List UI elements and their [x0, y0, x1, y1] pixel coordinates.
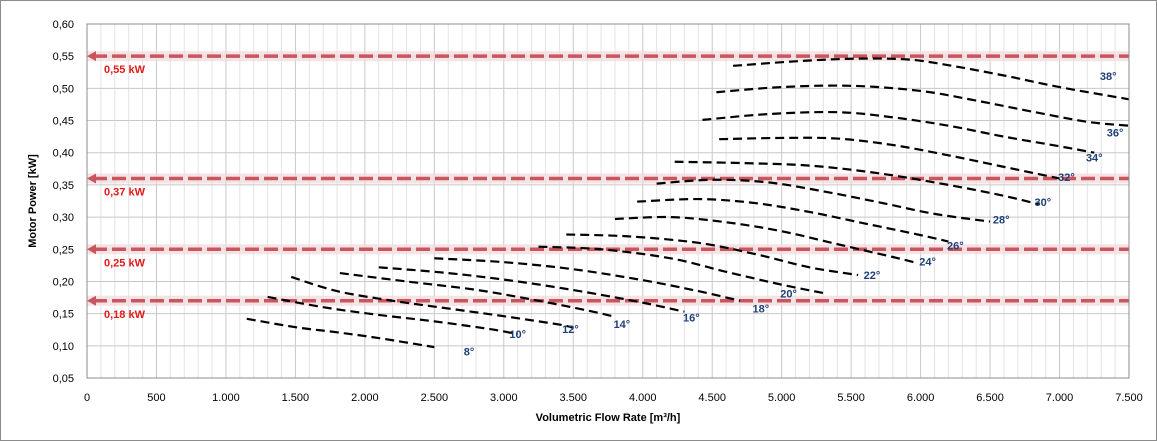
x-tick-label: 5.000: [768, 392, 796, 404]
blade-angle-curve: [378, 266, 685, 313]
blade-angle-label: 38°: [1100, 71, 1117, 83]
blade-angle-label: 22°: [864, 270, 881, 282]
y-tick-label: 0,60: [53, 19, 74, 31]
x-tick-label: 7.000: [1046, 392, 1074, 404]
x-tick-label: 500: [147, 392, 165, 404]
x-tick-label: 2.500: [421, 392, 449, 404]
power-limit-label: 0,18 kW: [104, 309, 146, 321]
blade-angle-curve: [267, 295, 518, 336]
blade-angle-label: 26°: [947, 240, 964, 252]
power-limit-arrow: [87, 295, 96, 306]
y-tick-label: 0,10: [53, 341, 74, 353]
blade-angle-curve: [637, 197, 949, 243]
y-tick-label: 0,35: [53, 180, 74, 192]
blade-angle-curve: [702, 110, 1095, 154]
blade-angle-curve: [719, 136, 1060, 180]
y-tick-label: 0,40: [53, 148, 74, 160]
blade-angle-label: 28°: [993, 215, 1010, 227]
power-limit-label: 0,55 kW: [104, 64, 146, 76]
blade-angle-label: 24°: [919, 256, 936, 268]
x-tick-label: 1.000: [212, 392, 240, 404]
power-limit-arrow: [87, 173, 96, 184]
blade-angle-label: 20°: [780, 289, 797, 301]
blade-angle-label: 12°: [562, 324, 579, 336]
blade-angle-curve: [656, 178, 991, 223]
x-tick-label: 5.500: [837, 392, 865, 404]
y-axis-title: Motor Power [kW]: [27, 154, 39, 248]
plot-area-border: [86, 23, 1130, 379]
x-tick-label: 2.000: [351, 392, 379, 404]
x-axis-title: Volumetric Flow Rate [m³/h]: [536, 412, 681, 424]
blade-angle-label: 8°: [464, 346, 475, 358]
x-tick-label: 6.500: [976, 392, 1004, 404]
y-tick-label: 0,50: [53, 83, 74, 95]
x-tick-label: 4.000: [629, 392, 657, 404]
blade-angle-curve: [716, 84, 1130, 127]
power-limit-arrow: [87, 244, 96, 255]
power-limit-lines: 0,55 kW 0,37 kW 0,25 kW 0,18 kW: [87, 51, 1129, 321]
x-tick-label: 6.000: [907, 392, 935, 404]
blade-angle-curve: [246, 317, 435, 349]
y-tick-label: 0,55: [53, 51, 74, 63]
y-tick-label: 0,45: [53, 116, 74, 128]
blade-angle-label: 34°: [1086, 153, 1103, 165]
y-tick-label: 0,25: [53, 244, 74, 256]
x-tick-label: 3.500: [560, 392, 588, 404]
blade-angle-curve: [674, 160, 1039, 206]
blade-angle-curve: [538, 245, 824, 295]
blade-angle-curve: [290, 275, 574, 329]
x-tick-label: 4.500: [698, 392, 726, 404]
blade-angle-curve: [339, 271, 616, 318]
power-limit-label: 0,37 kW: [104, 186, 146, 198]
x-tick-label: 7.500: [1115, 392, 1143, 404]
y-tick-label: 0,05: [53, 373, 74, 385]
x-tick-label: 3.000: [490, 392, 518, 404]
y-tick-label: 0,15: [53, 309, 74, 321]
blade-angle-label: 32°: [1058, 172, 1075, 184]
x-tick-label: 1.500: [282, 392, 310, 404]
blade-angle-label: 18°: [753, 303, 770, 315]
power-limit-label: 0,25 kW: [104, 257, 146, 269]
tick-labels: 0 500 1.000 1.500 2.000 2.500 3.000 3.500 4.000 4…: [53, 19, 1143, 404]
grid: [86, 23, 1130, 379]
y-tick-label: 0,30: [53, 212, 74, 224]
blade-angle-label: 14°: [614, 319, 631, 331]
blade-angle-curve: [566, 233, 859, 277]
blade-angle-curve: [732, 57, 1130, 101]
blade-angle-label: 36°: [1107, 128, 1124, 140]
blade-angle-curve: [434, 257, 741, 302]
blade-angle-label: 10°: [509, 329, 526, 341]
x-tick-label: 0: [84, 392, 90, 404]
blade-angle-curves: 8° 10° 12° 14° 16° 18° 20° 22° 24° 26° 28° 30° 32° 34…: [246, 57, 1130, 358]
blade-angle-curve: [614, 215, 914, 264]
power-limit-arrow: [87, 51, 96, 62]
blade-angle-label: 16°: [683, 312, 700, 324]
y-tick-label: 0,20: [53, 276, 74, 288]
blade-angle-label: 30°: [1035, 197, 1052, 209]
